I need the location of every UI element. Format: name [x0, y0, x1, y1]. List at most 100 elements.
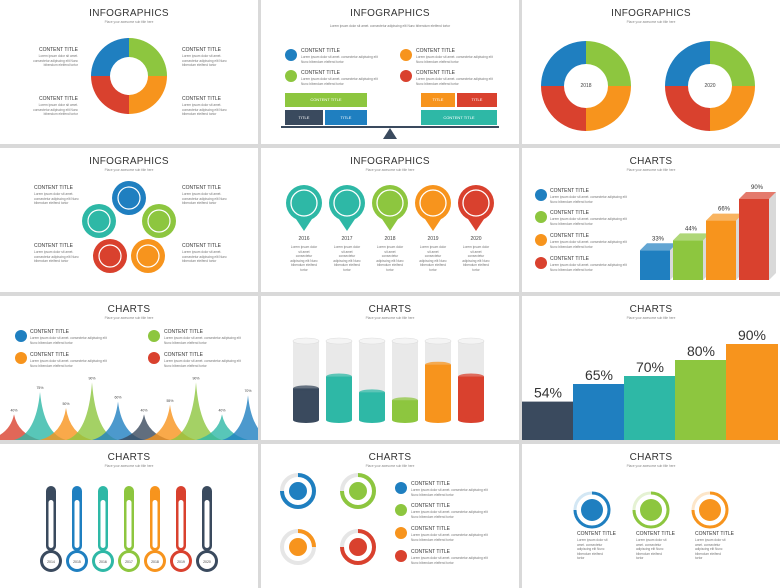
- cube-chart-icons: [535, 189, 547, 269]
- thermo-track: [74, 500, 80, 548]
- pin-year: 2019: [427, 236, 439, 242]
- content-title: CONTENT TITLE: [411, 526, 450, 532]
- cube-side: [769, 192, 776, 280]
- slide-pins[interactable]: INFOGRAPHICS Place your awesome sub titl…: [261, 148, 519, 292]
- slide-ring-icons[interactable]: CHARTS Place your awesome sub title here…: [522, 444, 780, 588]
- content-title: CONTENT TITLE: [301, 70, 340, 76]
- content-title: CONTENT TITLE: [577, 531, 616, 537]
- content-body: Lorem ipsum dolor sit amet. consectetur …: [30, 336, 107, 345]
- slide-subtitle: Place your awesome sub title here: [104, 464, 154, 468]
- ring-diagrams: [541, 41, 755, 131]
- content-body: Lorem ipsum dolor sit amet. consectetur …: [30, 359, 107, 368]
- pin-year: 2018: [384, 236, 396, 242]
- cylinder-base: [392, 417, 418, 423]
- slide-title: CHARTS: [107, 452, 151, 463]
- slide-step-chart[interactable]: CHARTS Place your awesome sub title here…: [522, 296, 780, 440]
- mountain-label: 70%: [244, 389, 251, 393]
- content-title: CONTENT TITLE: [164, 352, 203, 358]
- slide-mountain-chart[interactable]: CHARTS Place your awesome sub title here…: [0, 296, 258, 440]
- slide-title: CHARTS: [629, 452, 673, 463]
- content-body: Lorem ipsum dolor sit amet. consectetur …: [34, 192, 79, 205]
- step-bar: [675, 360, 727, 440]
- pin-year: 2017: [341, 236, 353, 242]
- content-body: Lorem ipsum dolor sit amet. consectetur …: [34, 250, 79, 263]
- cube-label: 44%: [685, 226, 698, 232]
- slide-thermo-chart[interactable]: CHARTS Place your awesome sub title here…: [0, 444, 258, 588]
- slide-title: INFOGRAPHICS: [350, 8, 430, 19]
- mountain-peak: [170, 382, 222, 440]
- mountain-peak: [0, 414, 40, 440]
- cube-bar: [640, 250, 670, 280]
- slide-balance[interactable]: INFOGRAPHICS Lorem ipsum dolor sit amet.…: [261, 0, 519, 144]
- slide-subtitle: Place your awesome sub title here: [626, 464, 676, 468]
- content-title: CONTENT TITLE: [34, 185, 73, 191]
- content-title: CONTENT TITLE: [636, 531, 675, 537]
- step-label: 80%: [687, 343, 715, 359]
- slide-title: CHARTS: [629, 156, 673, 167]
- content-title: CONTENT TITLE: [416, 70, 455, 76]
- slide-flower[interactable]: INFOGRAPHICS Place your awesome sub titl…: [0, 148, 258, 292]
- cube-top: [673, 233, 710, 241]
- content-title: CONTENT TITLE: [39, 96, 78, 102]
- cube-chart: 33% 44% 66% 90%: [640, 185, 776, 280]
- cube-label: 33%: [652, 236, 665, 242]
- mountain-peak: [118, 414, 170, 440]
- slide-cylinder-chart[interactable]: CHARTS Place your awesome sub title here: [261, 296, 519, 440]
- slide-title: INFOGRAPHICS: [89, 8, 169, 19]
- slide-subtitle: Place your awesome sub title here: [104, 316, 154, 320]
- content-body: Lorem ipsum dolor sit amet. consectetur …: [301, 55, 378, 64]
- mountain-label: 40%: [140, 408, 147, 412]
- slide-ring-chart[interactable]: CHARTS Place your awesome sub title here…: [261, 444, 519, 588]
- pin-body: Lorem ipsum dolor sit amet consectetur a…: [333, 245, 361, 272]
- flower-diagram: [82, 181, 176, 273]
- slide-title: INFOGRAPHICS: [350, 156, 430, 167]
- mountain-peak: [92, 401, 144, 440]
- cylinder-fill-top: [458, 373, 484, 380]
- cylinder-cap: [391, 337, 419, 345]
- content-title: CONTENT TITLE: [411, 549, 450, 555]
- content-title: CONTENT TITLE: [30, 352, 69, 358]
- mountain-label: 75%: [36, 386, 43, 390]
- slide-subtitle: Place your awesome sub title here: [626, 20, 676, 24]
- content-body: Lorem ipsum dolor sit amet. consectetur …: [636, 538, 667, 560]
- slide-rings[interactable]: INFOGRAPHICS Place your awesome sub titl…: [522, 0, 780, 144]
- mountain-chart: 40% 75% 50% 90% 60% 40% 55% 90% 40% 70%: [0, 376, 258, 440]
- pin-year: 2020: [470, 236, 482, 242]
- cylinder-fill: [359, 392, 385, 420]
- content-body: Lorem ipsum dolor sit amet. consectetur …: [182, 192, 227, 205]
- content-body: Lorem ipsum dolor sit amet. consectetur …: [182, 103, 227, 116]
- slide-title: CHARTS: [368, 452, 412, 463]
- cylinder-cap: [358, 337, 386, 345]
- cube-top: [706, 213, 743, 221]
- content-title: CONTENT TITLE: [411, 503, 450, 509]
- slide-cycle[interactable]: INFOGRAPHICS Place your awesome sub titl…: [0, 0, 258, 144]
- cylinder-fill: [392, 400, 418, 420]
- slide-subtitle: Place your awesome sub title here: [365, 168, 415, 172]
- step-bar: [624, 376, 676, 440]
- thermo-year: 2014: [47, 560, 55, 564]
- cylinder-fill: [425, 364, 451, 420]
- cylinder-fill-top: [392, 397, 418, 404]
- content-title: CONTENT TITLE: [182, 243, 221, 249]
- slide-title: INFOGRAPHICS: [89, 156, 169, 167]
- thermo-year: 2015: [73, 560, 81, 564]
- cylinder-base: [425, 417, 451, 423]
- thermo-bulb-center: [147, 553, 163, 569]
- slide-cube-chart[interactable]: CHARTS Place your awesome sub title here…: [522, 148, 780, 292]
- content-body: Lorem ipsum dolor sit amet. consectetur …: [182, 250, 227, 263]
- thermo-year: 2020: [203, 560, 211, 564]
- cylinder-base: [458, 417, 484, 423]
- content-body: Lorem ipsum dolor sit amet. consectetur …: [411, 556, 488, 565]
- content-body: Lorem ipsum dolor sit amet. consectetur …: [550, 217, 627, 226]
- cycle-diagram: [91, 38, 167, 114]
- mountain-peak: [196, 414, 248, 440]
- ring-icon-diagrams: [573, 491, 729, 529]
- cylinder-fill-top: [326, 373, 352, 380]
- mountain-label: 40%: [218, 408, 225, 412]
- thermo-year: 2019: [177, 560, 185, 564]
- content-body: Lorem ipsum dolor sit amet. consectetur …: [164, 359, 241, 368]
- slide-title: CHARTS: [368, 304, 412, 315]
- content-title: CONTENT TITLE: [164, 329, 203, 335]
- mountain-label: 90%: [192, 376, 199, 380]
